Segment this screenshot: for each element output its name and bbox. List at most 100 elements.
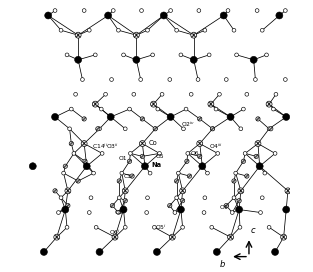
Circle shape <box>181 225 184 229</box>
Circle shape <box>181 199 185 203</box>
Circle shape <box>148 171 152 175</box>
Circle shape <box>260 196 264 200</box>
Circle shape <box>198 154 202 159</box>
Circle shape <box>122 53 126 57</box>
Circle shape <box>173 211 177 214</box>
Circle shape <box>211 127 214 131</box>
Circle shape <box>276 12 283 19</box>
Circle shape <box>182 127 185 131</box>
Circle shape <box>83 159 87 163</box>
Circle shape <box>63 164 68 168</box>
Circle shape <box>82 9 86 13</box>
Circle shape <box>120 171 124 175</box>
Circle shape <box>238 188 244 194</box>
Circle shape <box>269 127 273 131</box>
Circle shape <box>53 9 57 13</box>
Circle shape <box>167 113 174 120</box>
Circle shape <box>151 101 156 107</box>
Circle shape <box>45 12 52 19</box>
Circle shape <box>274 92 278 96</box>
Circle shape <box>203 28 207 32</box>
Circle shape <box>190 56 197 63</box>
Circle shape <box>260 28 264 32</box>
Circle shape <box>283 206 290 213</box>
Circle shape <box>232 196 236 200</box>
Circle shape <box>210 127 215 131</box>
Circle shape <box>245 92 249 96</box>
Circle shape <box>218 92 221 96</box>
Circle shape <box>133 32 139 38</box>
Circle shape <box>156 107 160 111</box>
Circle shape <box>220 12 227 19</box>
Circle shape <box>228 234 233 240</box>
Text: C14$^{ii}$: C14$^{ii}$ <box>92 142 108 151</box>
Circle shape <box>235 53 239 57</box>
Circle shape <box>139 141 145 147</box>
Circle shape <box>169 9 172 13</box>
Circle shape <box>133 56 140 63</box>
Circle shape <box>208 101 214 107</box>
Circle shape <box>130 174 134 178</box>
Circle shape <box>75 32 81 38</box>
Circle shape <box>187 174 192 178</box>
Circle shape <box>76 179 80 183</box>
Text: C1: C1 <box>124 174 132 179</box>
Circle shape <box>186 152 190 155</box>
Circle shape <box>65 225 69 229</box>
Circle shape <box>132 92 136 96</box>
Circle shape <box>83 163 90 170</box>
Circle shape <box>168 78 172 81</box>
Text: O3$^{ii}$: O3$^{ii}$ <box>106 142 119 151</box>
Circle shape <box>267 225 271 229</box>
Circle shape <box>123 225 127 229</box>
Circle shape <box>273 152 277 155</box>
Circle shape <box>254 154 259 159</box>
Circle shape <box>96 127 100 131</box>
Circle shape <box>116 211 120 214</box>
Circle shape <box>62 206 69 213</box>
Circle shape <box>236 206 243 213</box>
Circle shape <box>256 117 260 121</box>
Circle shape <box>68 127 71 131</box>
Circle shape <box>93 53 97 57</box>
Circle shape <box>112 234 118 240</box>
Circle shape <box>140 117 145 121</box>
Circle shape <box>255 141 261 147</box>
Circle shape <box>120 206 127 213</box>
Circle shape <box>250 56 257 63</box>
Circle shape <box>216 152 220 155</box>
Circle shape <box>224 78 228 81</box>
Circle shape <box>232 179 236 183</box>
Circle shape <box>283 113 290 120</box>
Circle shape <box>153 127 157 131</box>
Text: $b$: $b$ <box>219 258 226 269</box>
Circle shape <box>141 163 148 170</box>
Circle shape <box>197 9 201 13</box>
Circle shape <box>92 101 98 107</box>
Circle shape <box>234 171 238 175</box>
Circle shape <box>169 234 175 240</box>
Circle shape <box>74 92 77 96</box>
Circle shape <box>81 141 87 147</box>
Circle shape <box>111 9 115 13</box>
Text: Na: Na <box>151 162 162 168</box>
Circle shape <box>29 163 36 170</box>
Circle shape <box>140 154 145 159</box>
Circle shape <box>116 28 120 32</box>
Circle shape <box>52 113 59 120</box>
Circle shape <box>94 225 98 229</box>
Text: O2: O2 <box>115 210 124 215</box>
Circle shape <box>66 203 70 208</box>
Circle shape <box>284 78 287 81</box>
Circle shape <box>197 141 203 147</box>
Circle shape <box>96 248 103 255</box>
Circle shape <box>266 101 272 107</box>
Circle shape <box>100 107 103 111</box>
Circle shape <box>146 28 149 32</box>
Text: O1$^{i}$: O1$^{i}$ <box>219 203 231 212</box>
Circle shape <box>184 107 188 111</box>
Circle shape <box>107 113 114 120</box>
Circle shape <box>87 211 91 214</box>
Circle shape <box>254 78 257 81</box>
Circle shape <box>198 117 202 121</box>
